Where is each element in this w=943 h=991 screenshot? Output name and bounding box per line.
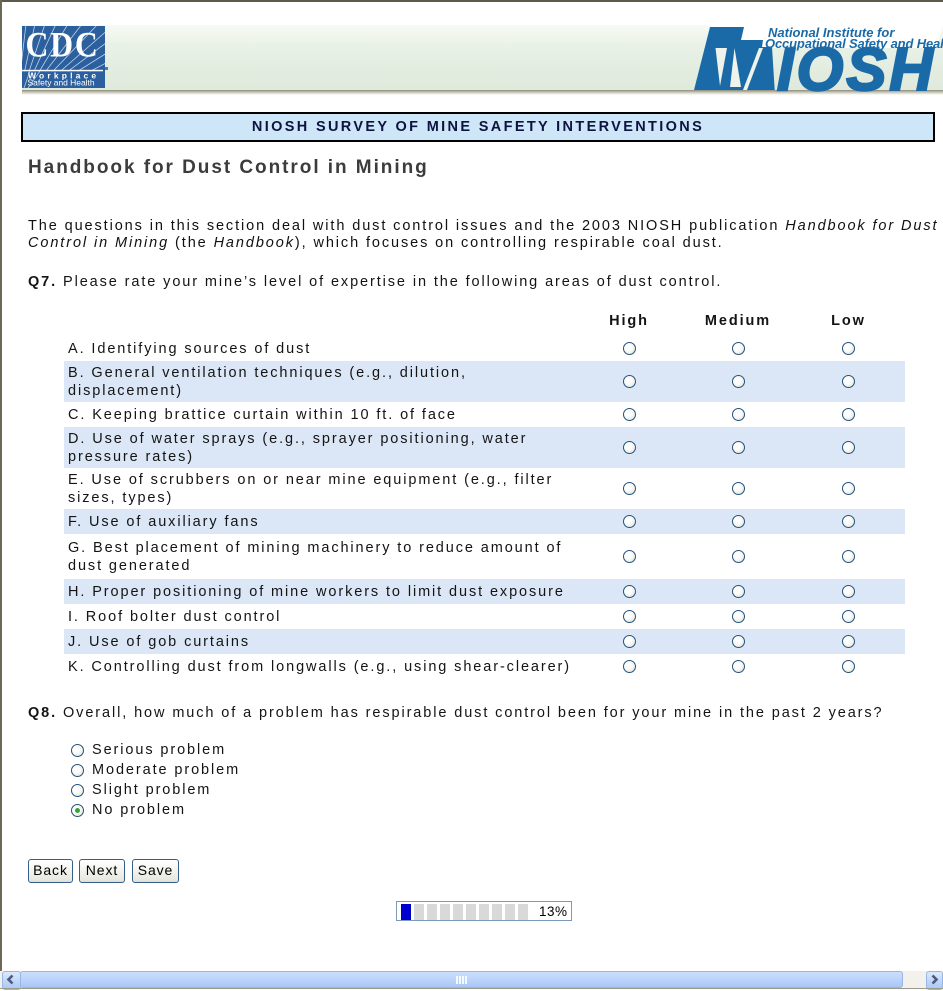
svg-text:Workplace: Workplace (28, 70, 98, 80)
svg-text:CDC: CDC (26, 26, 100, 65)
svg-text:Safety and Health: Safety and Health (28, 78, 97, 88)
svg-text:IOSH: IOSH (777, 36, 936, 95)
